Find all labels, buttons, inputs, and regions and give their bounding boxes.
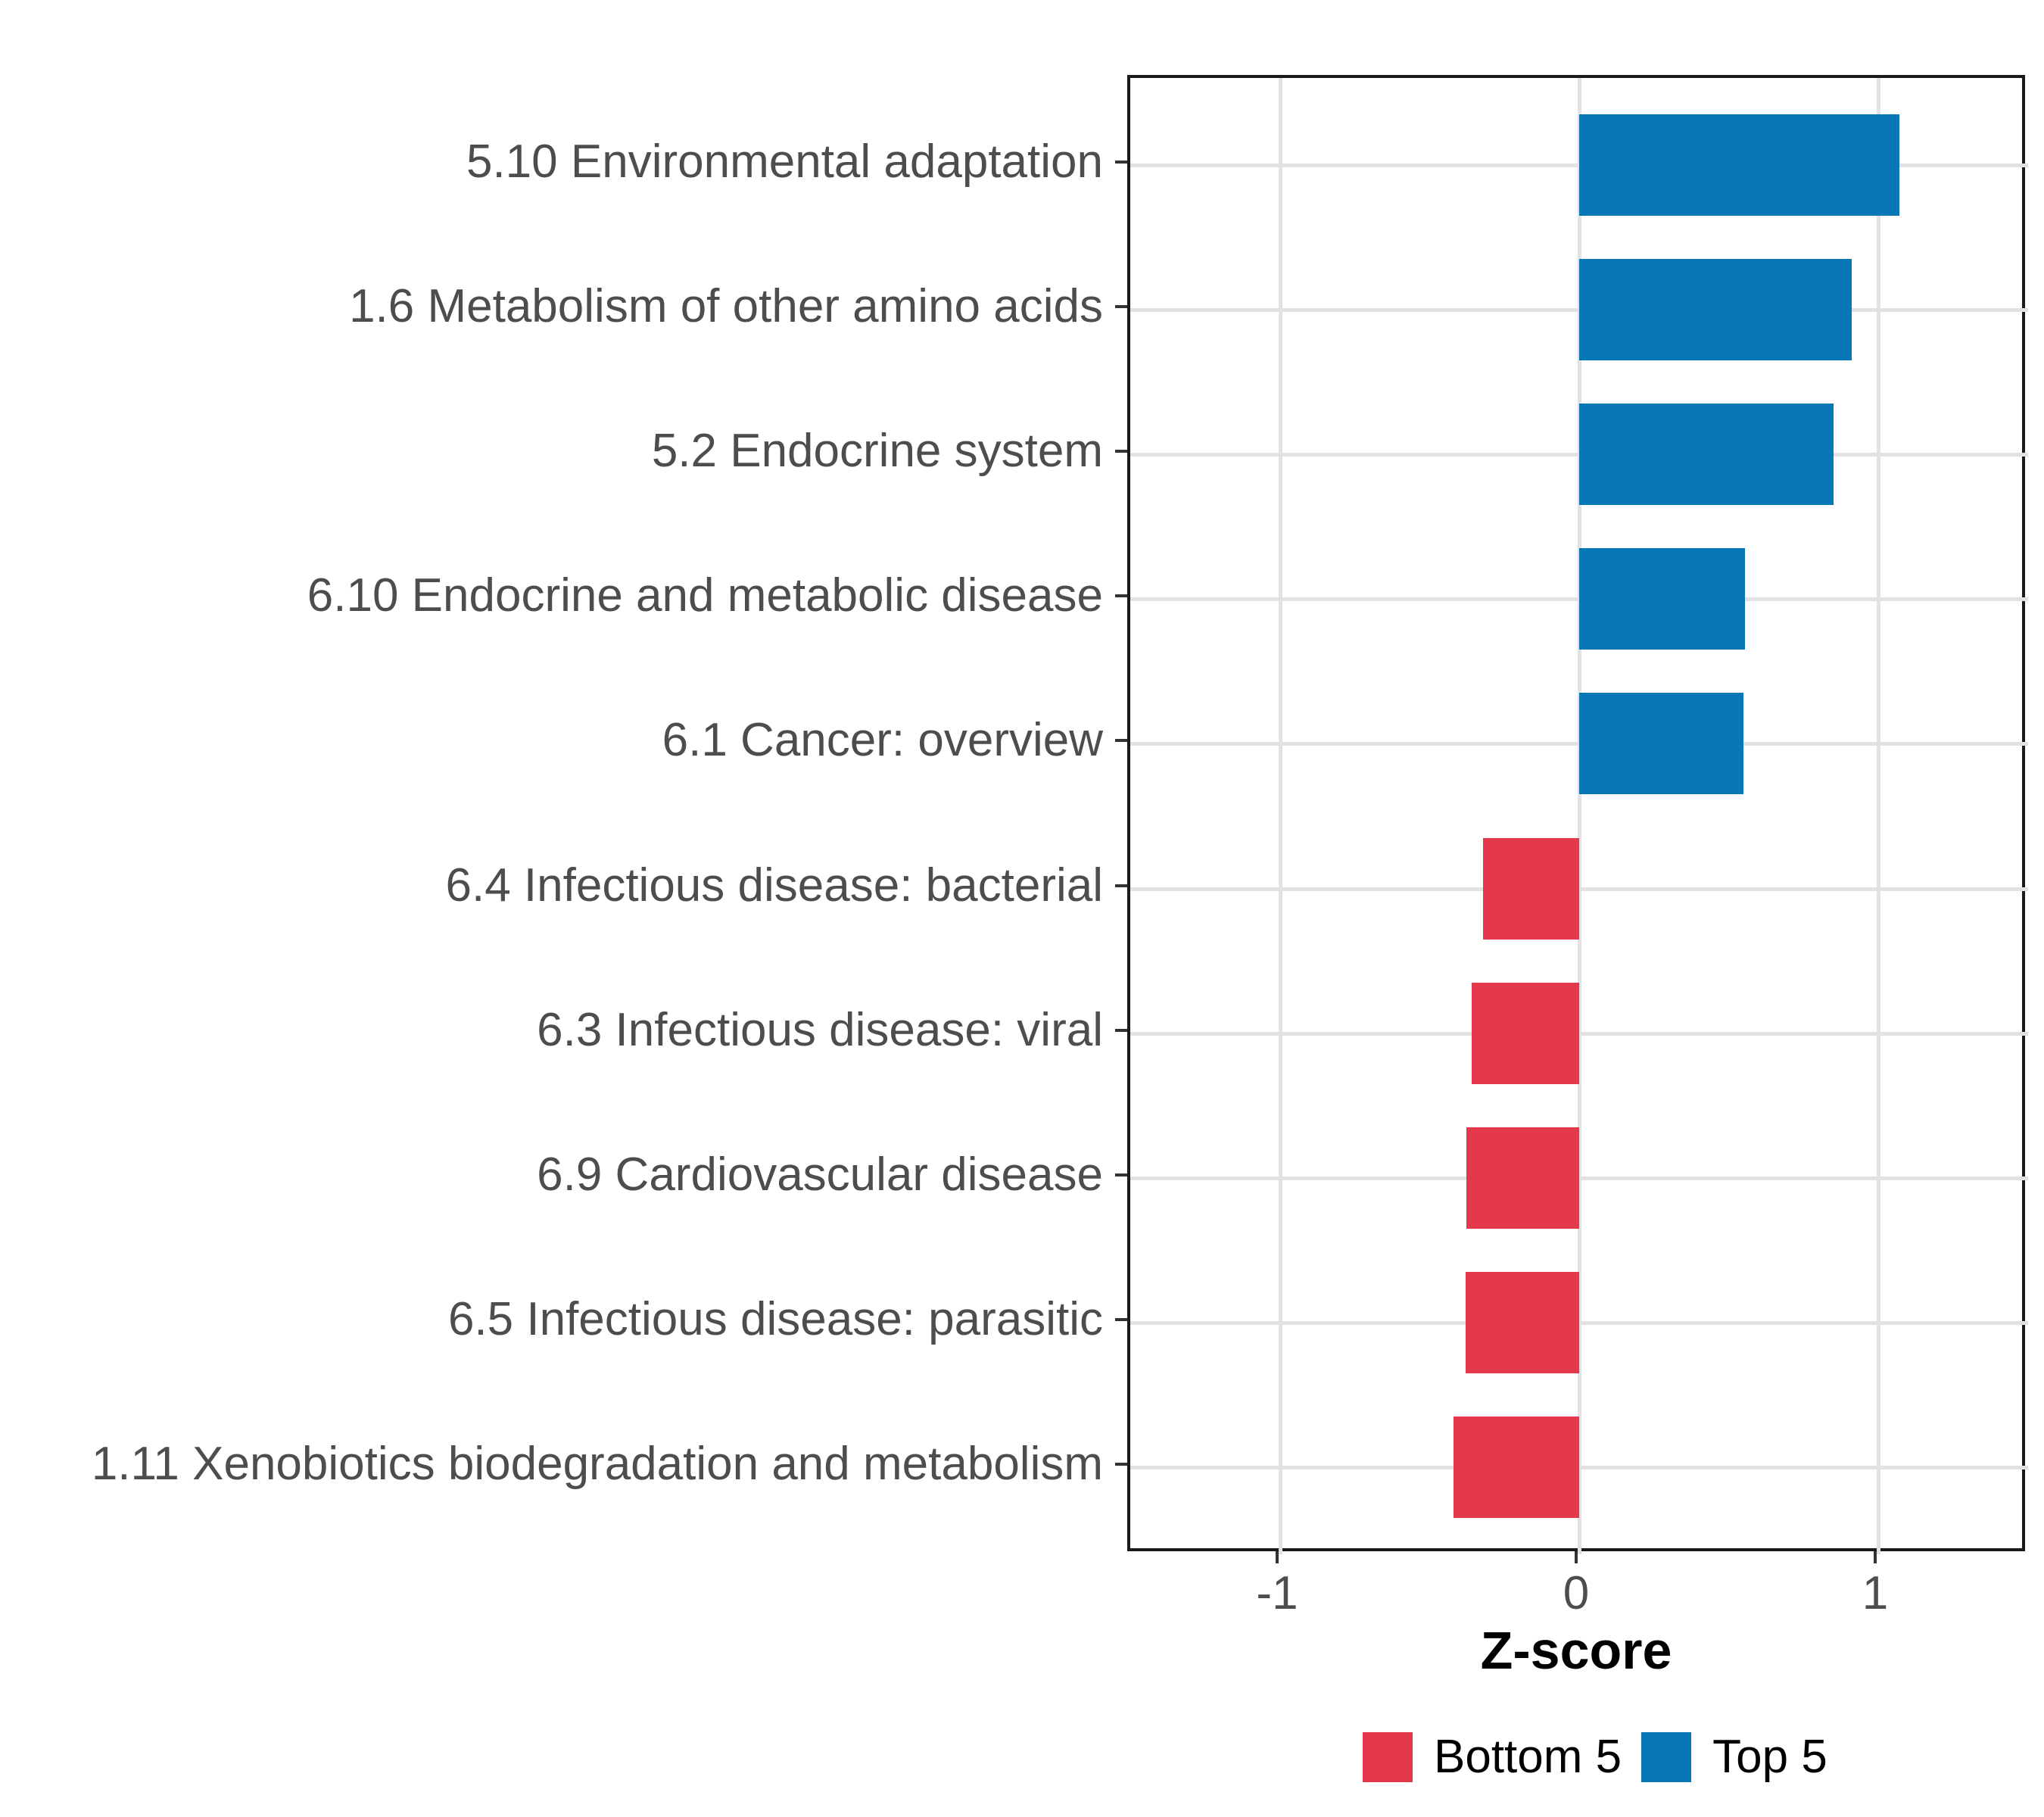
gridline-vertical xyxy=(1578,78,1581,1554)
legend-swatch-bottom5 xyxy=(1363,1732,1413,1782)
y-axis-label: 5.2 Endocrine system xyxy=(651,425,1103,477)
y-axis-tick xyxy=(1115,1318,1127,1321)
legend-label-top5: Top 5 xyxy=(1712,1731,1827,1783)
bar xyxy=(1483,838,1579,940)
y-axis-tick xyxy=(1115,161,1127,164)
bar xyxy=(1579,259,1852,360)
y-axis-label: 6.4 Infectious disease: bacterial xyxy=(445,859,1103,912)
y-axis-label: 6.3 Infectious disease: viral xyxy=(537,1004,1103,1056)
legend-label-bottom5: Bottom 5 xyxy=(1434,1731,1622,1783)
x-axis-tick xyxy=(1874,1551,1877,1563)
gridline-vertical xyxy=(1279,78,1282,1554)
y-axis-tick xyxy=(1115,450,1127,453)
bar xyxy=(1579,404,1834,505)
y-axis-tick xyxy=(1115,1029,1127,1032)
y-axis-label: 1.11 Xenobiotics biodegradation and meta… xyxy=(91,1438,1103,1490)
bar xyxy=(1454,1417,1579,1518)
y-axis-tick xyxy=(1115,1463,1127,1466)
y-axis-tick xyxy=(1115,305,1127,308)
y-axis-tick xyxy=(1115,884,1127,887)
gridline-vertical xyxy=(1877,78,1880,1554)
x-axis-tick-label: 1 xyxy=(1862,1567,1889,1619)
y-axis-label: 6.1 Cancer: overview xyxy=(662,714,1103,766)
plot-panel xyxy=(1127,75,2028,1554)
bar xyxy=(1579,693,1743,794)
y-axis-label: 6.10 Endocrine and metabolic disease xyxy=(307,569,1103,622)
y-axis-label: 6.9 Cardiovascular disease xyxy=(537,1148,1103,1201)
x-axis-tick-label: 0 xyxy=(1563,1567,1590,1619)
y-axis-tick xyxy=(1115,739,1127,742)
x-axis-title: Z-score xyxy=(1480,1621,1672,1680)
bar xyxy=(1472,983,1579,1084)
y-axis-label: 5.10 Environmental adaptation xyxy=(466,136,1103,188)
legend-swatch-top5 xyxy=(1641,1732,1692,1782)
bar xyxy=(1579,548,1745,650)
bar xyxy=(1579,114,1899,216)
y-axis-tick xyxy=(1115,594,1127,597)
x-axis-tick-label: -1 xyxy=(1256,1567,1298,1619)
x-axis-tick xyxy=(1276,1551,1279,1563)
y-axis-label: 6.5 Infectious disease: parasitic xyxy=(447,1293,1103,1345)
bar xyxy=(1466,1127,1579,1229)
bar xyxy=(1466,1272,1579,1373)
y-axis-label: 1.6 Metabolism of other amino acids xyxy=(349,280,1103,332)
x-axis-tick xyxy=(1575,1551,1578,1563)
legend: Bottom 5 Top 5 xyxy=(1363,1731,1827,1784)
legend-item-top5: Top 5 xyxy=(1641,1731,1827,1784)
legend-item-bottom5: Bottom 5 xyxy=(1363,1731,1622,1784)
y-axis-tick xyxy=(1115,1173,1127,1177)
